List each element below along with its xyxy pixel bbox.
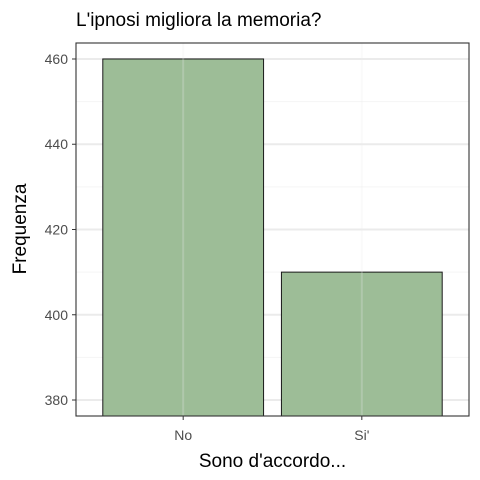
- y-tick-label: 440: [45, 136, 69, 152]
- x-tick-label: Si': [354, 427, 369, 443]
- y-tick-label: 420: [45, 222, 69, 238]
- y-tick-label: 460: [45, 51, 69, 67]
- y-axis-title: Frequenza: [10, 183, 31, 274]
- y-tick-label: 380: [45, 392, 69, 408]
- bar-1: [102, 58, 265, 417]
- y-axis: 380 400 420 440 460: [45, 51, 76, 408]
- x-axis-title: Sono d'accordo...: [199, 451, 346, 472]
- bars: [102, 43, 443, 417]
- chart-title: L'ipnosi migliora la memoria?: [76, 10, 321, 31]
- x-tick-label: No: [174, 427, 192, 443]
- y-tick-label: 400: [45, 307, 69, 323]
- x-axis: No Si': [174, 416, 369, 443]
